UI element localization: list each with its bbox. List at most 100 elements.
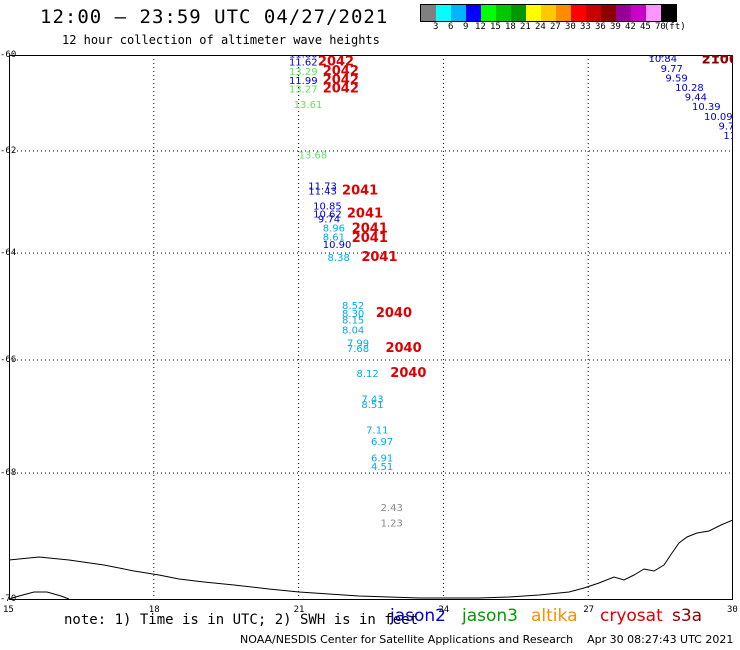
scale-label: 12 [475, 22, 486, 32]
wave-height-label: 9.64 [649, 55, 671, 60]
scale-swatch [616, 5, 631, 21]
cycle-number-label: 2107 [702, 55, 733, 61]
footer-timestamp: Apr 30 08:27:43 UTC 2021 [587, 633, 734, 646]
scale-swatch [601, 5, 616, 21]
scale-swatch [646, 5, 661, 21]
scale-label: 33 [580, 22, 591, 32]
coastline-path [9, 519, 733, 599]
wave-height-label: 7.43 [361, 394, 383, 405]
scale-swatch [466, 5, 481, 21]
scale-label: 24 [535, 22, 546, 32]
lon-tick-label: 21 [293, 605, 305, 615]
scale-swatch [436, 5, 451, 21]
scale-swatch [451, 5, 466, 21]
wave-height-label: 11 [723, 131, 733, 142]
cycle-number-label: 2040 [390, 366, 426, 381]
wave-height-label: 9.77 [661, 64, 683, 75]
lat-tick-label: -64 [0, 248, 17, 258]
wave-height-label: 9.44 [685, 93, 707, 104]
lon-tick-label: 27 [583, 605, 595, 615]
wave-height-label: 8.15 [342, 316, 364, 327]
satellite-legend-altika: altika [531, 606, 578, 626]
footer-credit: NOAA/NESDIS Center for Satellite Applica… [240, 633, 733, 646]
wave-height-label: 9.7 [719, 121, 733, 132]
wave-height-label: 6.97 [371, 437, 393, 448]
plot-frame [9, 55, 733, 600]
scale-label: 3 [433, 22, 439, 32]
wave-height-label: 11.99 [289, 76, 318, 87]
wave-height-label: 1.23 [381, 519, 403, 530]
wave-height-label: 11.73 [308, 181, 337, 192]
map-subtitle: 12 hour collection of altimeter wave hei… [62, 33, 380, 47]
wave-height-label: 7.68 [347, 344, 369, 355]
cycle-number-label: 2042 [323, 73, 359, 88]
cycle-number-label: 2042 [323, 81, 359, 96]
ice-shelf-path [9, 591, 70, 600]
wave-height-label: 2.43 [381, 503, 403, 514]
satellite-legend-jason3: jason3 [462, 606, 518, 626]
cycle-number-label: 2042 [318, 55, 354, 70]
wave-height-label: 10.90 [323, 240, 352, 251]
wave-height-label: 13.29 [289, 67, 318, 78]
wave-height-label: 13.68 [299, 151, 328, 162]
scale-label: 70 [655, 22, 666, 32]
footer-agency: NOAA/NESDIS Center for Satellite Applica… [240, 633, 574, 646]
scale-swatch [421, 5, 436, 21]
scale-label: 36 [595, 22, 606, 32]
wave-height-label: 10.84 [649, 55, 678, 65]
wave-height-label: 11.80 [289, 55, 318, 60]
wave-height-label: 11.43 [308, 186, 337, 197]
scale-label: 6 [448, 22, 454, 32]
wave-height-label: 13.27 [289, 84, 318, 95]
wave-height-label: 8.38 [328, 253, 350, 264]
scale-swatch [571, 5, 586, 21]
lon-tick-label: 24 [438, 605, 450, 615]
scale-label: 18 [505, 22, 516, 32]
wave-height-label: 8.30 [342, 309, 364, 320]
lat-tick-label: -66 [0, 355, 17, 365]
graticule [9, 55, 733, 600]
satellite-legend-cryosat: cryosat [600, 606, 663, 626]
scale-swatch [631, 5, 646, 21]
wave-height-label: 7.99 [347, 339, 369, 350]
scale-swatch [556, 5, 571, 21]
lon-tick-label: 18 [148, 605, 160, 615]
scale-swatch [526, 5, 541, 21]
observation-labels: 11.8011.62204213.29204211.99204213.27204… [289, 55, 733, 530]
cycle-number-label: 2041 [361, 250, 397, 265]
wave-height-label: 9.59 [665, 73, 687, 84]
lon-tick-label: 30 [727, 605, 738, 615]
cycle-number-label: 2041 [342, 183, 378, 198]
cycle-number-label: 2041 [352, 231, 388, 246]
wave-height-label: 10.39 [692, 102, 721, 113]
lat-tick-label: -62 [0, 146, 17, 156]
scale-swatch [496, 5, 511, 21]
wave-height-label: 6.91 [371, 454, 393, 465]
scale-label: 45 [640, 22, 651, 32]
lon-tick-label: 15 [3, 605, 14, 615]
wave-height-label: 10.09 [704, 112, 733, 123]
wave-height-label: 10.28 [675, 83, 704, 94]
lat-tick-label: -60 [0, 50, 17, 60]
wave-height-label: 10.85 [313, 202, 342, 213]
wave-height-label: 8.12 [357, 369, 379, 380]
wave-height-label: 8.96 [323, 224, 345, 235]
antarctic-coastline [9, 519, 733, 600]
scale-label: 42 [625, 22, 636, 32]
wave-height-label: 4.51 [371, 462, 393, 473]
scale-swatch [661, 5, 676, 21]
scale-label: 9 [463, 22, 469, 32]
wave-height-label: 13.61 [294, 100, 323, 111]
cycle-number-label: 2041 [347, 206, 383, 221]
scale-swatch [541, 5, 556, 21]
satellite-legend-s3a: s3a [672, 606, 703, 626]
scale-label: 30 [565, 22, 576, 32]
scale-label: 27 [550, 22, 561, 32]
wave-height-label: 9.74 [318, 214, 340, 225]
wave-height-label: 8.51 [361, 400, 383, 411]
lat-tick-label: -68 [0, 468, 17, 478]
cycle-number-label: 2106 [702, 55, 733, 68]
map-plot: 11.8011.62204213.29204211.99204213.27204… [9, 55, 733, 600]
cycle-number-label: 2040 [376, 306, 412, 321]
cycle-number-label: 2040 [385, 341, 421, 356]
